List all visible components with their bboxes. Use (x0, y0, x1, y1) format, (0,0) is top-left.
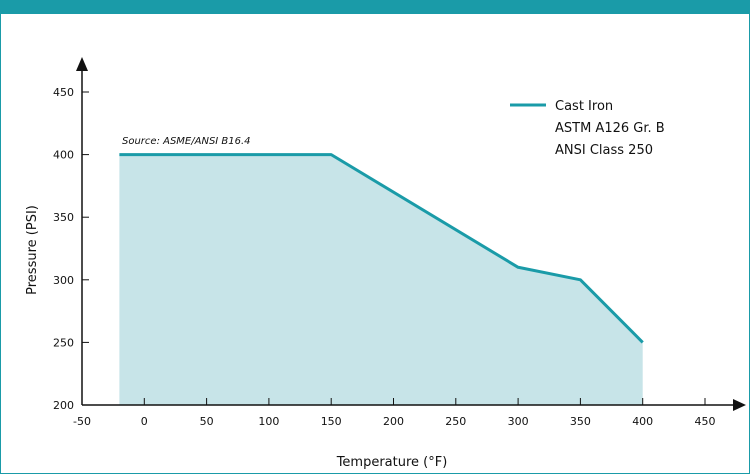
x-tick-label: 50 (200, 415, 214, 428)
x-tick-label: 150 (321, 415, 342, 428)
x-tick-label: 0 (141, 415, 148, 428)
legend-line-1: Cast Iron (555, 99, 613, 114)
y-tick-label: 400 (53, 149, 74, 162)
x-tick-label: 350 (570, 415, 591, 428)
y-axis-title: Pressure (PSI) (25, 205, 40, 295)
x-tick-label: -50 (73, 415, 91, 428)
series-area-cast-iron (119, 155, 642, 405)
x-tick-label: 450 (695, 415, 716, 428)
y-tick-label: 250 (53, 336, 74, 349)
y-axis-arrow (76, 57, 88, 71)
x-axis-title: Temperature (°F) (336, 455, 448, 470)
y-tick-label: 200 (53, 399, 74, 412)
y-tick-label: 300 (53, 274, 74, 287)
x-tick-label: 250 (445, 415, 466, 428)
x-tick-label: 100 (258, 415, 279, 428)
x-tick-label: 200 (383, 415, 404, 428)
x-tick-label: 400 (632, 415, 653, 428)
legend: Cast Iron ASTM A126 Gr. B ANSI Class 250 (510, 99, 665, 158)
source-annotation: Source: ASME/ANSI B16.4 (122, 136, 251, 147)
x-tick-label: 300 (508, 415, 529, 428)
legend-line-3: ANSI Class 250 (555, 143, 653, 158)
x-axis-arrow (733, 399, 746, 411)
y-tick-label: 350 (53, 211, 74, 224)
legend-line-2: ASTM A126 Gr. B (555, 121, 665, 136)
y-tick-label: 450 (53, 86, 74, 99)
